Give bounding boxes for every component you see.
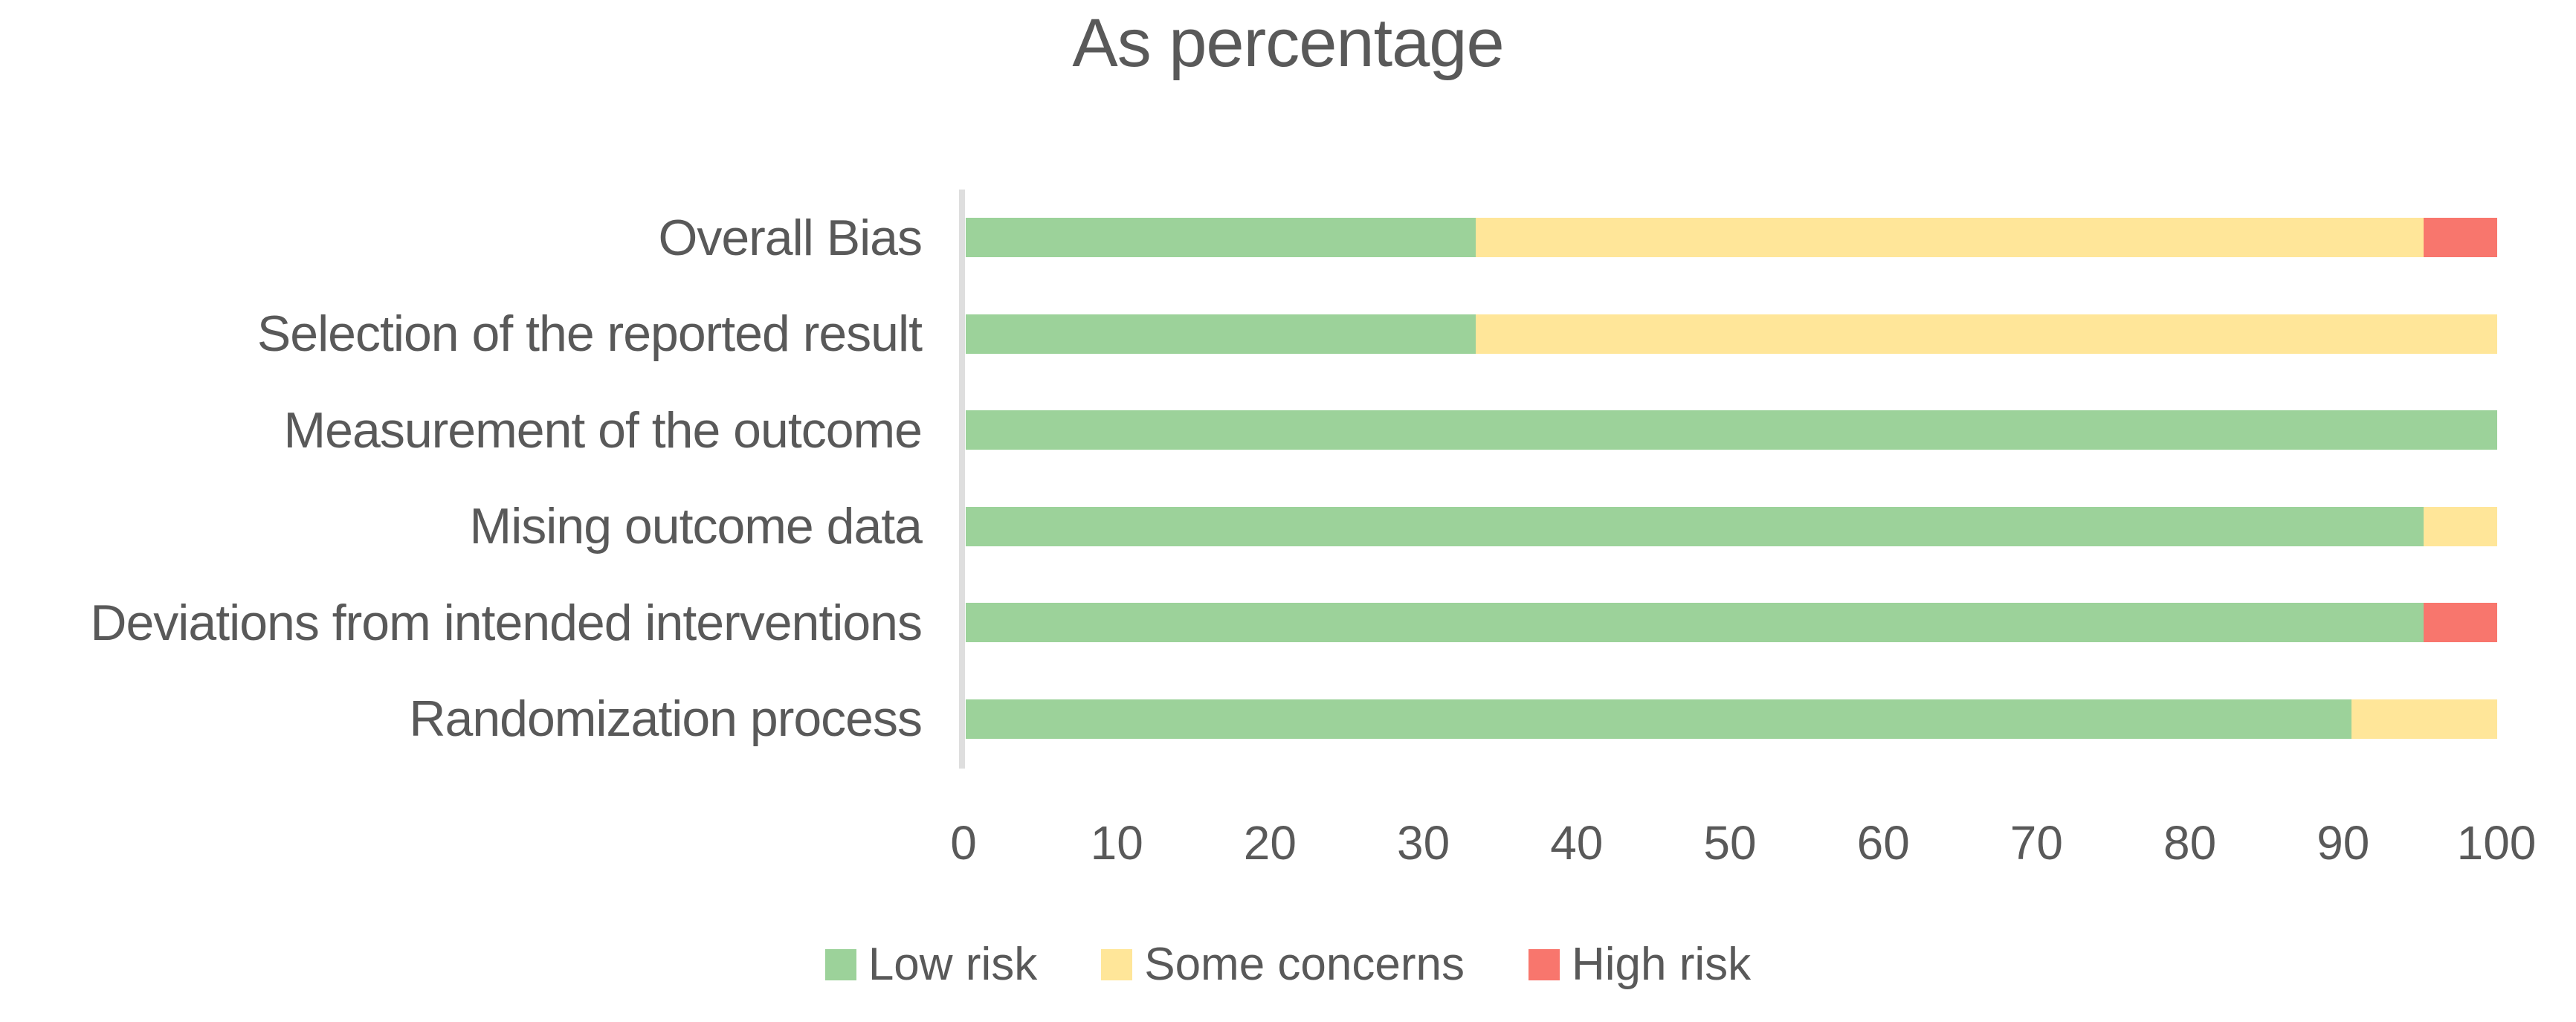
- x-axis-tick-label: 20: [1243, 816, 1297, 870]
- bar-segment-low-risk: [966, 699, 2352, 739]
- legend-item: Low risk: [824, 938, 1038, 991]
- legend-item: High risk: [1528, 938, 1752, 991]
- bar-track: [966, 603, 2497, 643]
- legend-item: Some concerns: [1101, 938, 1465, 991]
- bar-track: [966, 506, 2497, 546]
- legend-swatch-high-risk: [1528, 948, 1560, 980]
- bar-row: Deviations from intended interventions: [0, 575, 2576, 671]
- bar-track: [966, 218, 2497, 258]
- bar-track: [966, 699, 2497, 739]
- chart-title: As percentage: [1072, 5, 1504, 81]
- bar-track: [966, 314, 2497, 354]
- x-axis-tick-label: 90: [2317, 816, 2370, 870]
- bar-segment-high-risk: [2424, 603, 2497, 643]
- bar-segment-some-concerns: [1475, 314, 2497, 354]
- x-axis-tick-label: 10: [1090, 816, 1143, 870]
- bar-row: Selection of the reported result: [0, 286, 2576, 383]
- bar-segment-low-risk: [966, 410, 2497, 450]
- x-axis-tick-label: 60: [1856, 816, 1910, 870]
- bar-row: Randomization process: [0, 671, 2576, 768]
- bar-track: [966, 410, 2497, 450]
- x-axis: 0 10 20 30 40 50 60 70 80 90 100: [0, 815, 2576, 875]
- bar-segment-low-risk: [966, 603, 2424, 643]
- bar-segment-some-concerns: [2351, 699, 2497, 739]
- bar-segment-low-risk: [966, 506, 2424, 546]
- bar-segment-high-risk: [2424, 218, 2497, 258]
- legend: Low risk Some concerns High risk: [0, 938, 2576, 991]
- bar-segment-some-concerns: [1475, 218, 2424, 258]
- x-axis-tick-label: 70: [2010, 816, 2063, 870]
- legend-label: Some concerns: [1144, 939, 1465, 990]
- bar-segment-low-risk: [966, 218, 1476, 258]
- category-label: Randomization process: [409, 691, 923, 748]
- y-axis-line: [959, 190, 965, 769]
- bar-segment-some-concerns: [2424, 506, 2497, 546]
- x-axis-tick-label: 80: [2163, 816, 2217, 870]
- bar-row: Mising outcome data: [0, 479, 2576, 575]
- category-label: Deviations from intended interventions: [90, 594, 923, 651]
- bar-row: Overall Bias: [0, 190, 2576, 286]
- bar-row: Measurement of the outcome: [0, 382, 2576, 479]
- x-axis-tick-label: 40: [1550, 816, 1604, 870]
- legend-label: High risk: [1571, 939, 1752, 990]
- bar-chart: Overall Bias Selection of the reported re…: [0, 190, 2576, 767]
- category-label: Overall Bias: [658, 209, 923, 266]
- category-label: Measurement of the outcome: [283, 401, 923, 459]
- x-axis-tick-label: 0: [950, 816, 977, 870]
- legend-swatch-some-concerns: [1101, 948, 1133, 980]
- x-axis-tick-label: 50: [1703, 816, 1757, 870]
- x-axis-tick-label: 100: [2456, 816, 2537, 870]
- legend-label: Low risk: [868, 939, 1038, 990]
- bar-segment-low-risk: [966, 314, 1476, 354]
- category-label: Mising outcome data: [469, 498, 923, 555]
- x-axis-tick-label: 30: [1397, 816, 1450, 870]
- category-label: Selection of the reported result: [256, 305, 923, 363]
- legend-swatch-low-risk: [824, 948, 856, 980]
